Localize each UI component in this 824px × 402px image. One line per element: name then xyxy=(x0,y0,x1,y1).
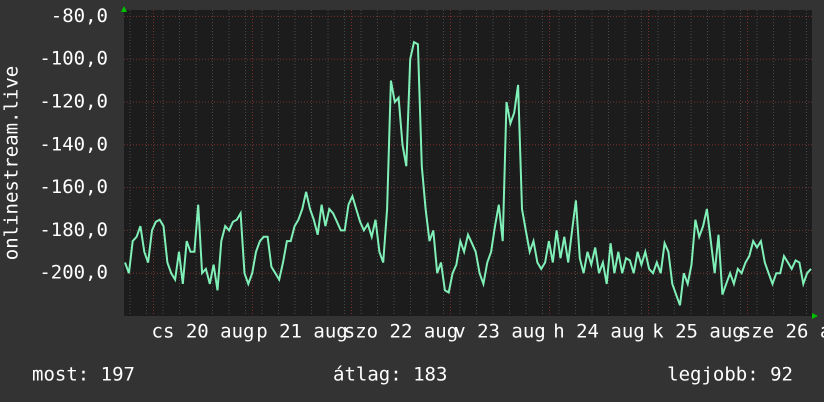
footer-average: átlag: 183 xyxy=(333,364,447,386)
y-tick-label: -160,0 xyxy=(39,176,108,198)
x-tick-label: sze 26 aug xyxy=(740,321,824,343)
footer-best: legjobb: 92 xyxy=(667,364,793,386)
x-tick-label: szo 22 aug xyxy=(344,321,458,343)
plot-area xyxy=(124,10,812,316)
y-tick-label: -140,0 xyxy=(39,133,108,155)
x-tick-label: h 24 aug xyxy=(553,321,645,343)
data-line xyxy=(124,40,812,306)
y-tick-label: -100,0 xyxy=(39,48,108,70)
x-tick-label: v 23 aug xyxy=(454,321,546,343)
x-tick-label: k 25 aug xyxy=(652,321,744,343)
y-tick-label: -200,0 xyxy=(39,262,108,284)
footer-now: most: 197 xyxy=(32,364,135,386)
y-axis-label: onlinestream.live xyxy=(1,66,23,260)
y-axis-arrow xyxy=(121,6,127,12)
x-tick-label: p 21 aug xyxy=(256,321,348,343)
x-tick-label: cs 20 aug xyxy=(152,321,255,343)
y-tick-label: -80,0 xyxy=(51,5,108,27)
y-tick-label: -180,0 xyxy=(39,219,108,241)
y-tick-label: -120,0 xyxy=(39,91,108,113)
x-axis-arrow xyxy=(812,313,818,319)
